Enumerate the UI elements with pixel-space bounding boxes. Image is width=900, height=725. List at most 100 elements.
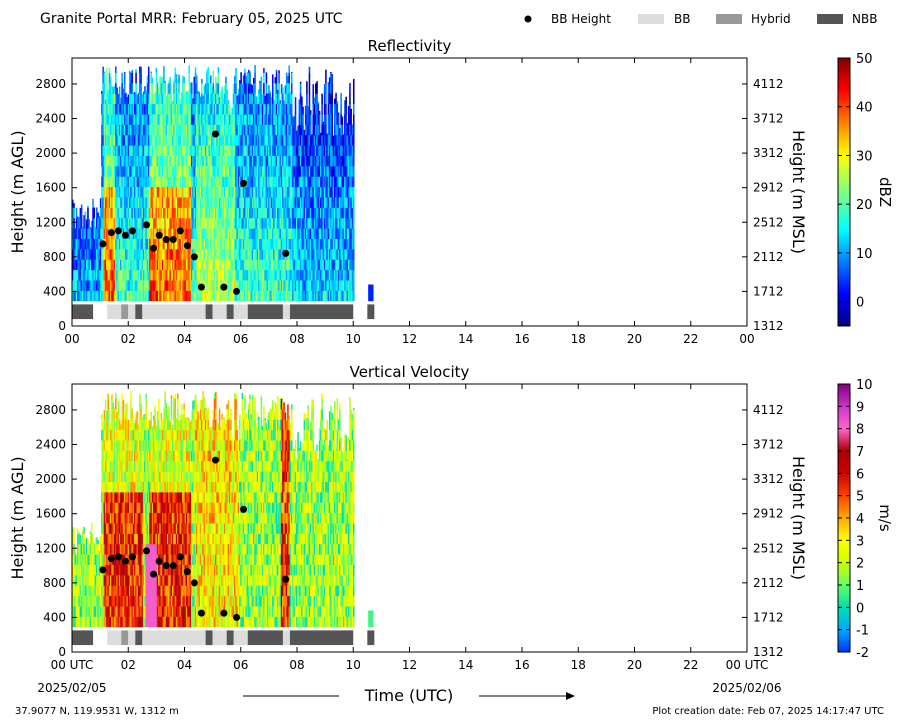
data-cell bbox=[140, 103, 142, 115]
data-cell bbox=[165, 145, 168, 156]
data-cell bbox=[323, 93, 326, 105]
data-cell bbox=[252, 207, 255, 219]
data-cell bbox=[115, 249, 117, 260]
data-cell bbox=[315, 176, 317, 188]
data-cell bbox=[126, 145, 128, 156]
data-cell bbox=[254, 269, 256, 281]
data-cell bbox=[308, 228, 311, 239]
data-cell bbox=[339, 238, 341, 250]
data-cell bbox=[285, 207, 288, 219]
data-cell bbox=[115, 83, 117, 94]
data-cell bbox=[350, 249, 353, 260]
data-cell bbox=[199, 96, 202, 105]
data-cell bbox=[128, 93, 131, 105]
data-cell bbox=[290, 269, 293, 281]
data-cell bbox=[147, 66, 150, 73]
data-cell bbox=[174, 259, 177, 271]
data-cell bbox=[212, 145, 215, 156]
data-cell bbox=[208, 134, 211, 146]
data-cell bbox=[175, 269, 178, 281]
data-cell bbox=[230, 155, 232, 167]
data-cell bbox=[307, 269, 309, 281]
data-cell bbox=[322, 207, 325, 219]
data-cell bbox=[347, 124, 350, 136]
data-cell bbox=[123, 145, 126, 156]
data-cell bbox=[284, 166, 287, 177]
data-cell bbox=[228, 249, 231, 260]
data-cell bbox=[142, 124, 145, 136]
data-cell bbox=[342, 166, 345, 177]
data-cell bbox=[178, 83, 180, 94]
data-cell bbox=[107, 166, 110, 177]
data-cell bbox=[290, 290, 293, 302]
data-cell bbox=[115, 93, 117, 105]
data-cell bbox=[306, 290, 308, 302]
data-cell bbox=[235, 176, 237, 188]
data-cell bbox=[277, 124, 279, 136]
data-cell bbox=[280, 217, 283, 229]
data-cell bbox=[332, 238, 335, 250]
data-cell bbox=[115, 217, 117, 229]
data-cell bbox=[134, 280, 136, 291]
data-cell bbox=[73, 228, 75, 239]
data-cell bbox=[268, 114, 270, 125]
data-cell bbox=[328, 217, 331, 229]
data-cell bbox=[190, 186, 193, 198]
data-cell bbox=[135, 83, 137, 94]
data-cell bbox=[174, 197, 177, 208]
data-cell bbox=[217, 93, 220, 105]
data-cell bbox=[244, 134, 246, 146]
data-cell bbox=[245, 103, 247, 115]
data-cell bbox=[313, 166, 316, 177]
data-cell bbox=[290, 197, 293, 208]
data-cell bbox=[196, 197, 198, 208]
data-cell bbox=[122, 249, 125, 260]
data-cell bbox=[231, 249, 234, 260]
data-cell bbox=[275, 93, 278, 105]
data-cell bbox=[147, 166, 150, 177]
data-cell bbox=[122, 176, 125, 188]
data-cell bbox=[309, 176, 312, 188]
data-cell bbox=[346, 207, 349, 219]
data-cell bbox=[297, 249, 299, 260]
data-cell bbox=[309, 155, 312, 167]
data-cell bbox=[351, 155, 354, 167]
data-cell bbox=[203, 217, 206, 229]
data-cell bbox=[317, 186, 320, 198]
bb-height-point bbox=[183, 242, 191, 250]
data-cell bbox=[230, 145, 232, 156]
data-cell bbox=[169, 269, 172, 281]
data-cell bbox=[328, 93, 331, 105]
data-cell bbox=[74, 228, 77, 229]
data-cell bbox=[309, 228, 312, 239]
data-cell bbox=[308, 207, 311, 219]
data-cell bbox=[352, 166, 355, 177]
data-cell bbox=[163, 249, 165, 260]
data-cell bbox=[128, 249, 131, 260]
data-cell bbox=[151, 259, 154, 271]
data-cell bbox=[302, 197, 304, 208]
data-cell bbox=[221, 134, 223, 146]
data-cell bbox=[142, 91, 145, 94]
data-cell bbox=[160, 207, 163, 219]
data-cell bbox=[134, 259, 136, 271]
data-cell bbox=[171, 134, 174, 146]
data-cell bbox=[187, 197, 189, 208]
data-cell bbox=[109, 512, 112, 524]
data-cell bbox=[140, 83, 142, 94]
data-cell bbox=[187, 114, 189, 125]
data-cell bbox=[369, 284, 371, 291]
data-cell bbox=[113, 290, 116, 302]
data-cell bbox=[337, 186, 340, 198]
data-cell bbox=[258, 124, 260, 136]
data-cell bbox=[317, 269, 320, 281]
data-cell bbox=[196, 75, 198, 84]
data-cell bbox=[246, 72, 249, 84]
data-cell bbox=[209, 145, 212, 156]
data-cell bbox=[192, 197, 194, 208]
data-cell bbox=[72, 259, 74, 271]
data-cell bbox=[131, 145, 134, 156]
data-cell bbox=[84, 575, 87, 586]
data-cell bbox=[297, 197, 299, 208]
data-cell bbox=[299, 83, 302, 94]
